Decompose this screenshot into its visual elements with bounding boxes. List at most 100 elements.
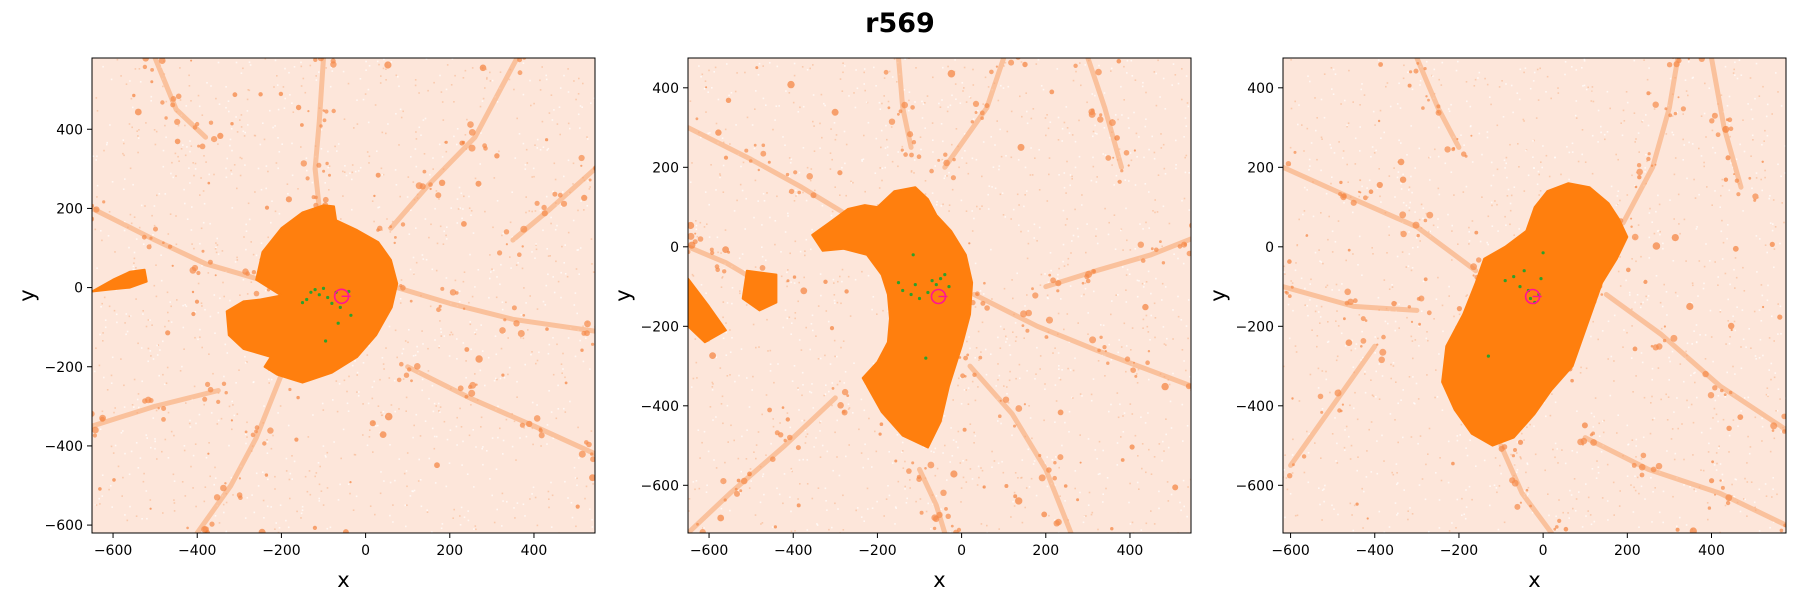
dense-clump xyxy=(879,422,884,427)
dense-clump xyxy=(349,481,352,484)
filament-clump xyxy=(99,416,105,422)
subhalo-point xyxy=(317,293,321,297)
filament-clump xyxy=(590,452,594,456)
dense-clump xyxy=(1626,267,1631,273)
dense-clump xyxy=(1643,279,1648,284)
dense-clump xyxy=(1581,422,1588,429)
filament-clump xyxy=(1046,316,1053,324)
dense-clump xyxy=(1366,517,1369,520)
dense-clump xyxy=(723,155,729,160)
filament-clump xyxy=(403,372,410,378)
dense-clump xyxy=(1737,414,1744,420)
filament-clump xyxy=(1287,473,1293,479)
filament-clump xyxy=(795,445,801,451)
dense-clump xyxy=(1407,83,1412,88)
filament-clump xyxy=(552,191,558,197)
x-tick-label: −400 xyxy=(774,543,812,559)
subhalo-point xyxy=(1541,251,1545,255)
filament xyxy=(1582,435,1786,528)
filament-clump xyxy=(734,487,738,491)
filament-clump xyxy=(436,307,441,313)
filament-clump xyxy=(197,144,201,148)
filament-clump xyxy=(207,386,214,393)
filament-clump xyxy=(1274,168,1278,172)
filament-clump xyxy=(220,484,227,492)
filament-clump xyxy=(1048,273,1052,277)
x-tick-label: −600 xyxy=(1271,543,1309,559)
filament-clump xyxy=(901,101,908,109)
filament-clump xyxy=(399,361,404,367)
filament-clump xyxy=(1341,193,1347,199)
filament-clump xyxy=(1426,310,1432,316)
filament-clump xyxy=(142,398,148,404)
filament-clump xyxy=(1292,463,1295,467)
dense-clump xyxy=(1761,160,1764,163)
filament-clump xyxy=(1194,381,1200,387)
filament-clump xyxy=(207,259,213,265)
dense-clump xyxy=(844,289,849,294)
filament xyxy=(394,285,595,334)
filament-clump xyxy=(1509,477,1516,484)
filament-clump xyxy=(1425,95,1428,98)
filament-clump xyxy=(1089,336,1097,344)
filament-clump xyxy=(1352,298,1358,304)
filament-clump xyxy=(1427,98,1430,102)
filament-clump xyxy=(1423,67,1427,71)
x-tick-label: 200 xyxy=(1614,543,1641,559)
filament-clump xyxy=(1337,408,1342,413)
filament-clump xyxy=(167,244,173,249)
dense-clump xyxy=(1570,378,1574,383)
filament-clump xyxy=(1102,345,1107,350)
filament-clump xyxy=(331,108,336,114)
filament-clump xyxy=(1097,348,1101,353)
filament-clump xyxy=(314,195,318,200)
filament-clump xyxy=(1727,117,1733,123)
dense-clump xyxy=(434,462,440,469)
filament-clump xyxy=(400,222,406,227)
filament-clump xyxy=(462,307,466,310)
filament-clump xyxy=(1133,361,1135,364)
filament-clump xyxy=(194,121,200,127)
filament-clump xyxy=(187,536,191,540)
y-tick-label: 0 xyxy=(670,240,679,256)
filament-clump xyxy=(1748,176,1752,180)
filament-clump xyxy=(1426,211,1434,219)
filament-clump xyxy=(396,377,402,383)
filament xyxy=(405,364,595,457)
dense-clump xyxy=(375,172,381,178)
subhalo-point xyxy=(321,286,326,290)
filament-clump xyxy=(1052,475,1057,481)
filament-clump xyxy=(141,234,147,240)
filament-clump xyxy=(761,143,766,148)
filament-clump xyxy=(1529,504,1532,508)
dense-clump xyxy=(781,406,785,409)
filament-clump xyxy=(205,381,211,387)
dense-clump xyxy=(1359,191,1362,194)
filament xyxy=(1283,164,1479,274)
dense-clump xyxy=(300,123,304,127)
filament-clump xyxy=(1194,371,1200,377)
filament-clump xyxy=(1083,52,1088,57)
filament-clump xyxy=(723,498,727,502)
filament-clump xyxy=(1511,454,1515,458)
filament-clump xyxy=(903,152,908,157)
x-tick-label: −400 xyxy=(1356,543,1394,559)
dense-clump xyxy=(207,452,210,455)
filament-clump xyxy=(1273,159,1278,164)
dense-clump xyxy=(494,153,500,159)
x-axis-label: x xyxy=(1528,568,1540,592)
dense-clump xyxy=(149,507,152,510)
filament-clump xyxy=(578,154,585,162)
filament-clump xyxy=(760,150,767,157)
filament-clump xyxy=(740,477,748,485)
dense-clump xyxy=(982,485,986,489)
filament-clump xyxy=(593,166,595,171)
filament-clump xyxy=(590,456,595,463)
dense-clump xyxy=(823,279,828,284)
dense-clump xyxy=(1769,241,1775,247)
filament-clump xyxy=(1350,199,1357,206)
filament-clump xyxy=(468,389,476,397)
dense-clump xyxy=(1076,498,1080,502)
filament-clump xyxy=(174,118,181,125)
filament-clump xyxy=(1712,385,1718,391)
